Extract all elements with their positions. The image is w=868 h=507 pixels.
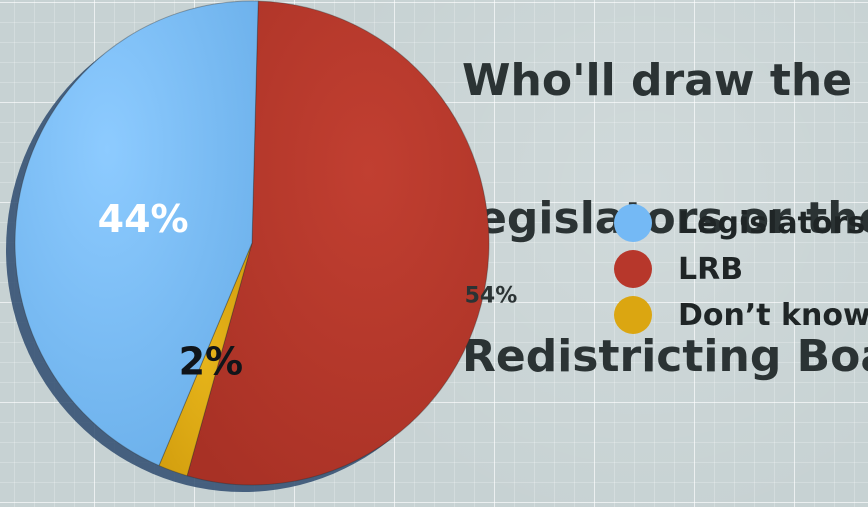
title-line-2: legislators or the L [462, 193, 868, 244]
legend-label-legislators: Legislators [678, 205, 866, 241]
data-label-legislators: 44% [98, 197, 189, 241]
legend-swatch-legislators [614, 204, 652, 242]
legend-item-lrb: LRB [614, 246, 868, 292]
data-label-lrb: 54% [465, 283, 518, 308]
legend-item-legislators: Legislators [614, 200, 868, 246]
legend-label-dont-know: Don’t know [678, 297, 868, 333]
legend-swatch-lrb [614, 250, 652, 288]
legend-swatch-dont-know [614, 296, 652, 334]
pie-slice-legislators [14, 0, 259, 467]
pie-slice-lrb [186, 0, 490, 486]
legend-label-lrb: LRB [678, 251, 744, 287]
chart-title: Who'll draw the li legislators or the L … [462, 0, 868, 426]
pie-slice-don-t-know [158, 242, 253, 477]
title-line-1: Who'll draw the li [462, 55, 868, 106]
legend-item-dont-know: Don’t know [614, 292, 868, 338]
data-label-don-t-know: 2% [179, 340, 244, 384]
title-line-3: Redistricting Board [462, 331, 868, 382]
legend: Legislators LRB Don’t know [614, 200, 868, 338]
